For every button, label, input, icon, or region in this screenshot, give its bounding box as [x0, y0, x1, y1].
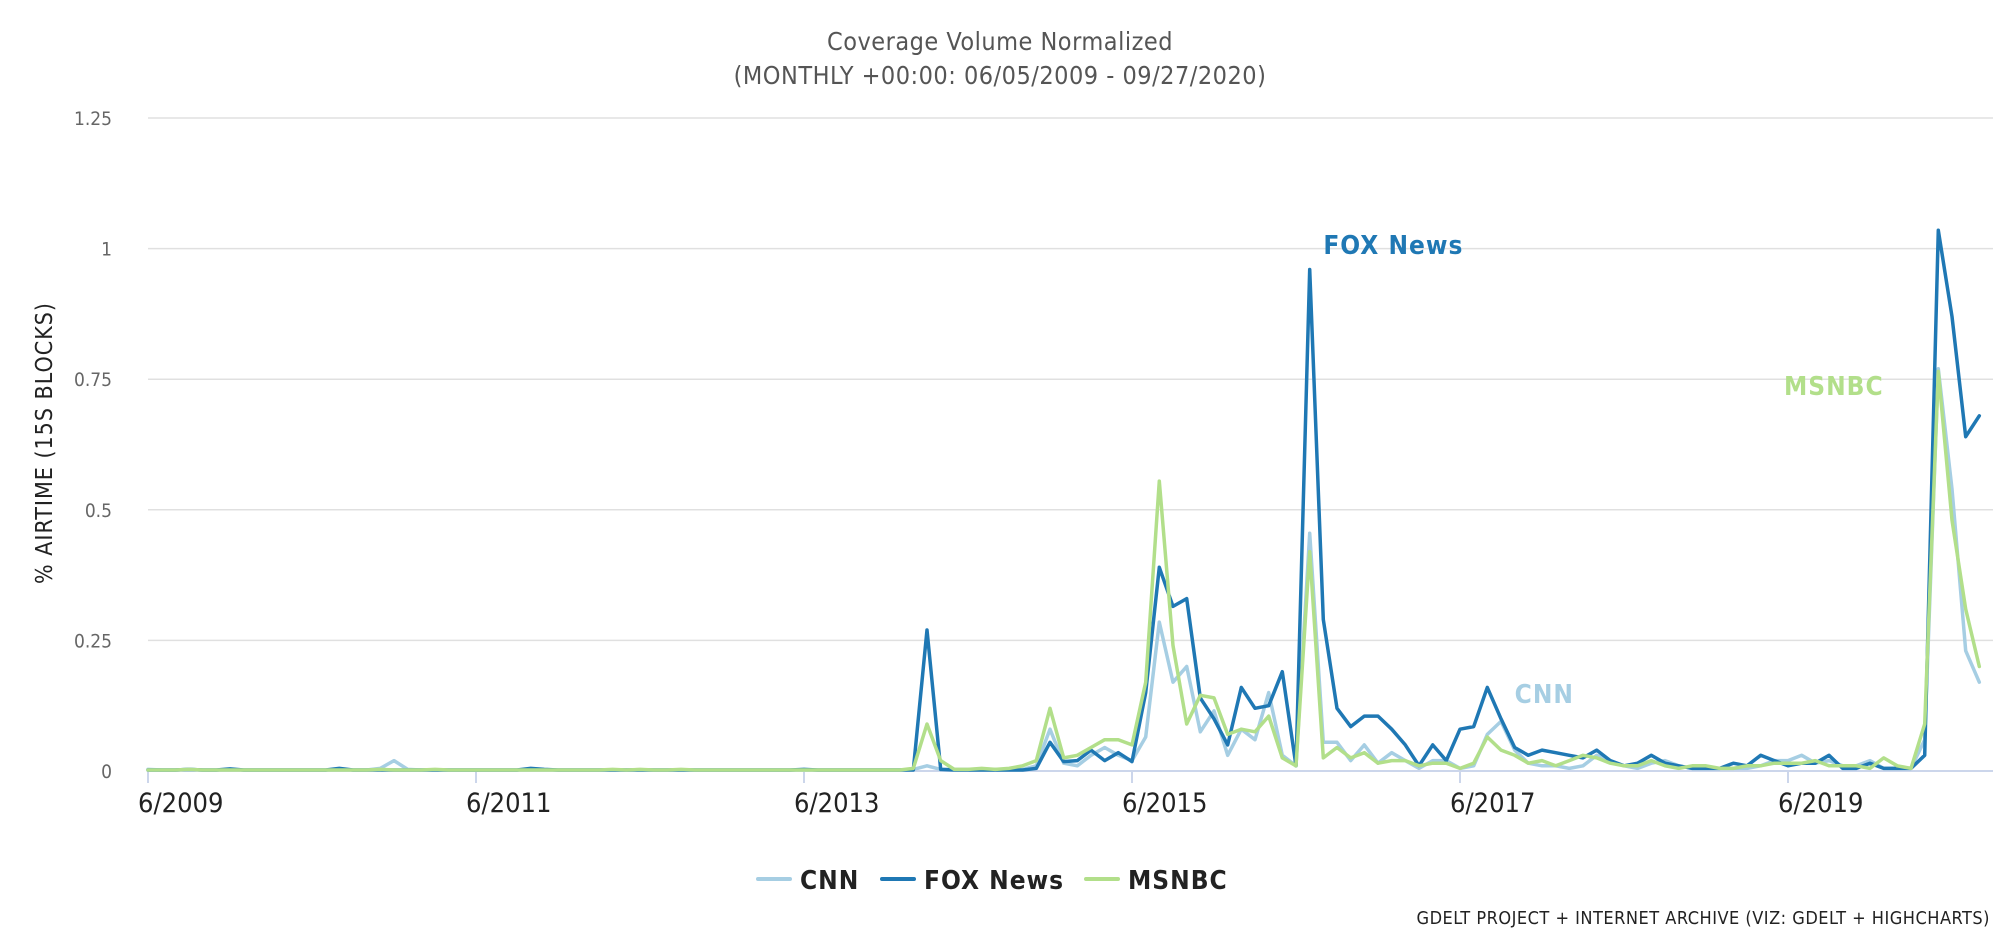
series-lines [146, 228, 1982, 772]
x-tick-label: 6/2013 [794, 788, 879, 819]
series-annotation-msnbc: MSNBC [1784, 372, 1884, 402]
series-annotation-fox-news: FOX News [1323, 231, 1463, 261]
y-tick-label: 0.75 [74, 369, 112, 391]
series-annotation-cnn: CNN [1515, 680, 1574, 710]
x-tick-label: 6/2019 [1778, 788, 1863, 819]
x-tick-label: 6/2015 [1122, 788, 1207, 819]
chart-credit: GDELT PROJECT + INTERNET ARCHIVE (VIZ: G… [1417, 908, 1990, 929]
y-tick-label: 0.5 [85, 500, 112, 522]
x-tick-label: 6/2017 [1450, 788, 1535, 819]
series-annotations: CNN FOX News MSNBC [1323, 231, 1884, 710]
x-tick-labels: 6/2009 6/2011 6/2013 6/2015 6/2017 6/2019 [138, 771, 1863, 819]
legend-item-msnbc[interactable]: MSNBC [1084, 866, 1228, 896]
x-tick-label: 6/2011 [466, 788, 551, 819]
legend-item-cnn[interactable]: CNN [756, 866, 859, 896]
y-tick-label: 0 [101, 761, 112, 783]
chart-subtitle: (MONTHLY +00:00: 06/05/2009 - 09/27/2020… [734, 61, 1267, 90]
series-line-msnbc [146, 369, 1982, 772]
legend: CNN FOX News MSNBC [756, 866, 1228, 896]
legend-label: CNN [800, 866, 859, 896]
y-axis-label: % AIRTIME (15S BLOCKS) [32, 302, 58, 584]
y-tick-label: 1 [101, 239, 112, 261]
legend-label: MSNBC [1128, 866, 1228, 896]
legend-label: FOX News [924, 866, 1064, 896]
series-line-fox-news [146, 228, 1982, 772]
series-line-cnn [146, 367, 1982, 772]
legend-item-fox-news[interactable]: FOX News [880, 866, 1064, 896]
chart-title: Coverage Volume Normalized [827, 27, 1173, 56]
x-tick-label: 6/2009 [138, 788, 223, 819]
y-tick-label: 1.25 [74, 108, 112, 130]
y-tick-label: 0.25 [74, 630, 112, 652]
y-tick-labels: 0 0.25 0.5 0.75 1 1.25 [74, 108, 112, 783]
y-gridlines [148, 117, 1993, 642]
